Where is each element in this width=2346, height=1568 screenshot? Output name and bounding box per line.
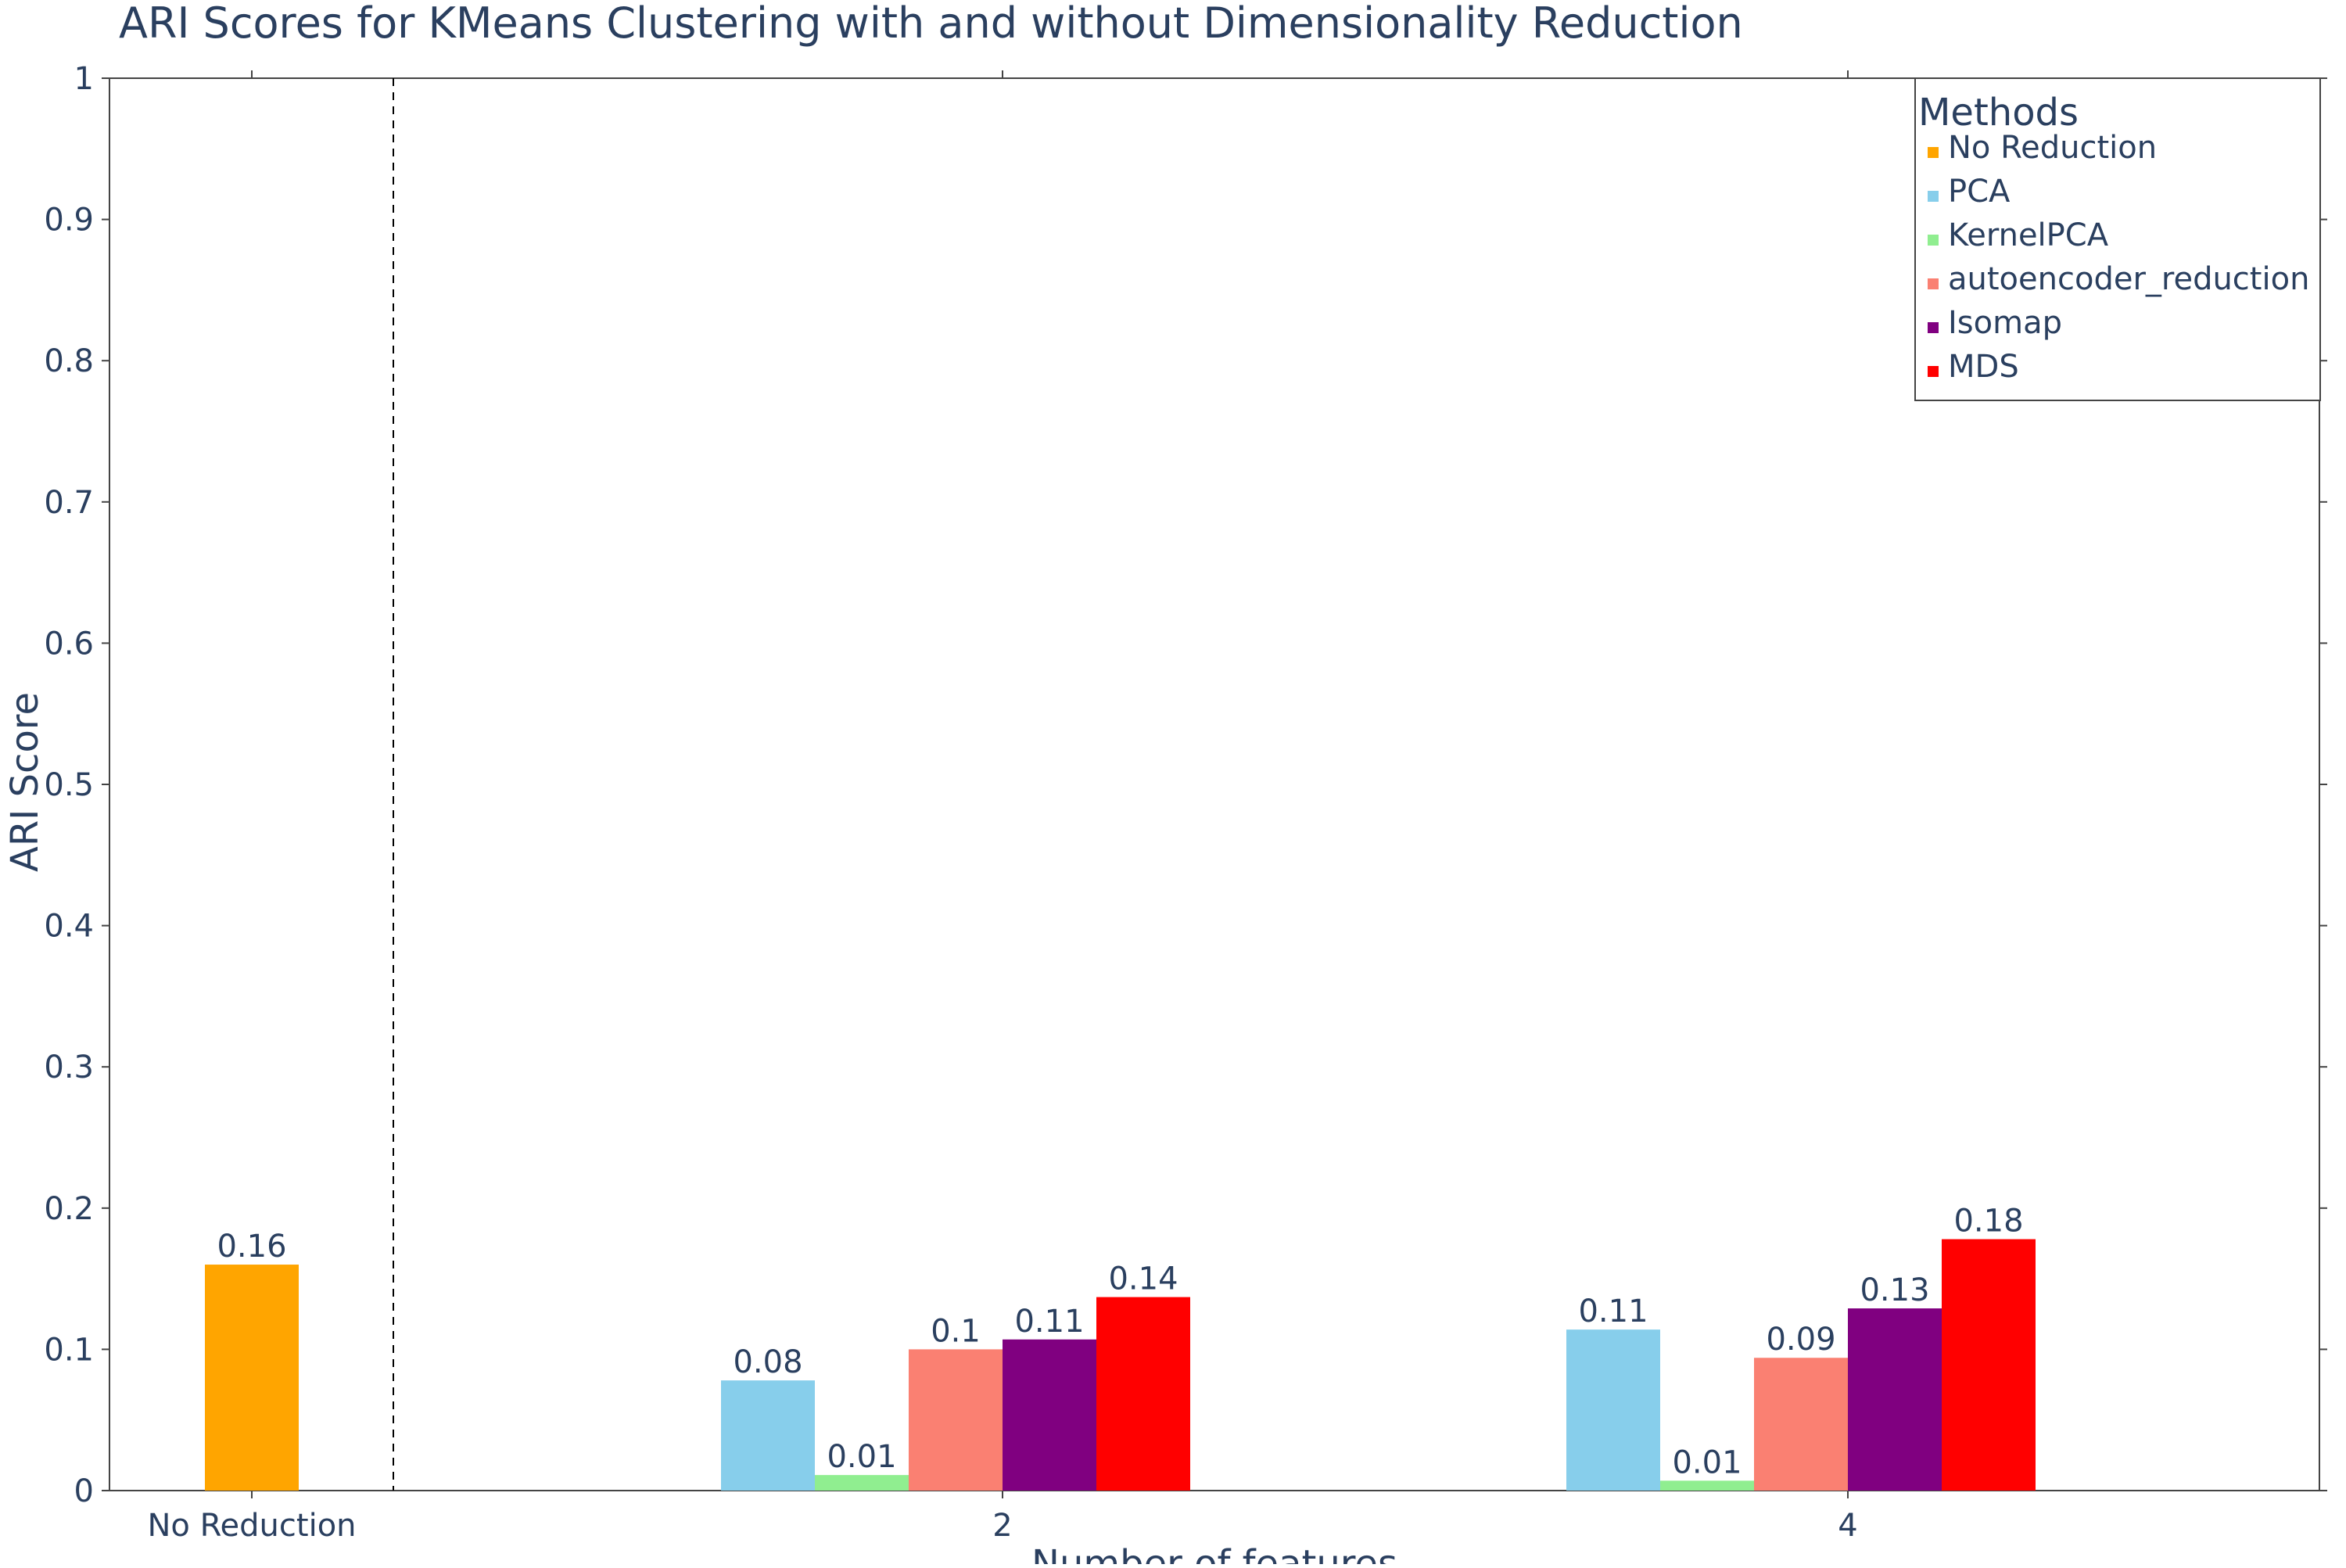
- bar-data-label: 0.16: [217, 1229, 286, 1265]
- chart-title: ARI Scores for KMeans Clustering with an…: [119, 0, 1743, 48]
- bar-data-label: 0.09: [1766, 1322, 1835, 1358]
- bar-autoencoder-reduction-4: [1754, 1358, 1848, 1491]
- y-tick-label: 0.5: [44, 767, 94, 803]
- y-axis-title: ARI Score: [3, 692, 47, 872]
- bar-isomap-4: [1848, 1308, 1942, 1491]
- bar-no-reduction-no-reduction: [205, 1265, 299, 1491]
- bar-data-label: 0.11: [1014, 1304, 1084, 1340]
- legend-item-label: autoencoder_reduction: [1948, 261, 2309, 297]
- bar-kernelpca-2: [815, 1475, 909, 1491]
- bar-data-label: 0.13: [1860, 1272, 1929, 1308]
- bar-autoencoder-reduction-2: [909, 1349, 1003, 1491]
- legend-item-label: No Reduction: [1948, 130, 2157, 166]
- legend-swatch: [1928, 278, 1939, 289]
- bar-mds-2: [1096, 1297, 1190, 1491]
- y-tick-label: 0.9: [44, 203, 94, 239]
- bar-data-label: 0.11: [1578, 1294, 1648, 1329]
- bar-kernelpca-4: [1660, 1480, 1754, 1491]
- y-tick-label: 0.7: [44, 485, 94, 521]
- x-axis-title: Number of features: [1031, 1542, 1397, 1564]
- y-tick-label: 0.2: [44, 1191, 94, 1227]
- legend-box: [1914, 77, 2321, 401]
- legend-item-label: KernelPCA: [1948, 217, 2109, 253]
- plot-area: 0 0.1 0.2 0.3 0.4 0.5 0.6 0.7 0.8 0.9 1 No Reductio…: [44, 61, 2327, 1544]
- legend-swatch: [1928, 366, 1939, 377]
- legend-swatch: [1928, 147, 1939, 158]
- legend-swatch: [1928, 235, 1939, 246]
- bar-data-label: 0.01: [827, 1439, 896, 1475]
- bar-data-label: 0.18: [1953, 1204, 2023, 1240]
- y-tick-label: 0.6: [44, 626, 94, 662]
- x-tick-label: 2: [992, 1508, 1012, 1544]
- legend-title: Methods: [1918, 91, 2079, 135]
- legend: Methods No Reduction PCA KernelPCA autoenco…: [1914, 77, 2321, 401]
- bar-data-label: 0.01: [1672, 1444, 1742, 1480]
- bar-mds-4: [1942, 1239, 2036, 1491]
- legend-item-label: Isomap: [1948, 305, 2062, 341]
- legend-item-label: MDS: [1948, 349, 2019, 385]
- bar-isomap-2: [1003, 1339, 1096, 1491]
- y-tick-label: 0.8: [44, 343, 94, 379]
- bar-data-label: 0.08: [733, 1344, 802, 1380]
- bar-data-label: 0.1: [931, 1313, 981, 1349]
- bar-data-label: 0.14: [1108, 1261, 1178, 1297]
- legend-swatch: [1928, 322, 1939, 333]
- legend-item-label: PCA: [1948, 174, 2011, 210]
- bar-pca-4: [1566, 1329, 1660, 1491]
- y-tick-label: 0.4: [44, 909, 94, 945]
- y-tick-label: 0: [74, 1473, 94, 1509]
- y-tick-label: 1: [74, 61, 94, 97]
- x-tick-label: 4: [1838, 1508, 1857, 1544]
- bar-pca-2: [721, 1380, 815, 1491]
- legend-swatch: [1928, 191, 1939, 202]
- y-tick-label: 0.3: [44, 1050, 94, 1085]
- y-tick-label: 0.1: [44, 1332, 94, 1368]
- x-tick-label: No Reduction: [147, 1508, 356, 1544]
